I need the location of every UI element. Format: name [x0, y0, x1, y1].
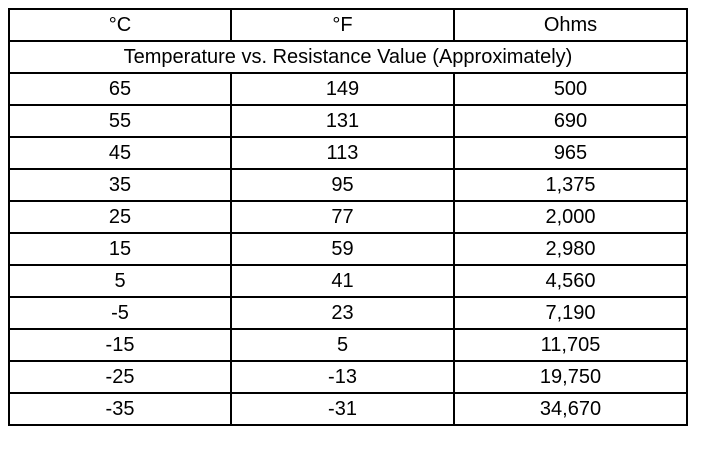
data-cell: 65 — [8, 72, 232, 106]
header-cell: Ohms — [453, 8, 688, 42]
data-cell: 1,375 — [453, 168, 688, 202]
data-cell: -15 — [8, 328, 232, 362]
data-cell: 7,190 — [453, 296, 688, 330]
data-row: 5 41 4,560 — [8, 264, 688, 298]
data-cell: 2,980 — [453, 232, 688, 266]
data-cell: 23 — [230, 296, 455, 330]
data-cell: 45 — [8, 136, 232, 170]
data-row: 65 149 500 — [8, 72, 688, 106]
data-row: 25 77 2,000 — [8, 200, 688, 234]
data-cell: 55 — [8, 104, 232, 138]
data-cell: -25 — [8, 360, 232, 394]
data-cell: 34,670 — [453, 392, 688, 426]
data-cell: 15 — [8, 232, 232, 266]
data-row: -35 -31 34,670 — [8, 392, 688, 426]
data-cell: 35 — [8, 168, 232, 202]
data-cell: 2,000 — [453, 200, 688, 234]
data-cell: 131 — [230, 104, 455, 138]
data-cell: 77 — [230, 200, 455, 234]
data-cell: -35 — [8, 392, 232, 426]
data-cell: 500 — [453, 72, 688, 106]
resistance-table: °C °F Ohms Temperature vs. Resistance Va… — [8, 8, 688, 426]
data-row: 45 113 965 — [8, 136, 688, 170]
data-cell: 965 — [453, 136, 688, 170]
data-cell: -31 — [230, 392, 455, 426]
data-cell: 19,750 — [453, 360, 688, 394]
header-cell: °C — [8, 8, 232, 42]
data-cell: -13 — [230, 360, 455, 394]
data-cell: 41 — [230, 264, 455, 298]
data-cell: 59 — [230, 232, 455, 266]
data-cell: 690 — [453, 104, 688, 138]
caption-row: Temperature vs. Resistance Value (Approx… — [8, 40, 688, 74]
data-cell: 5 — [230, 328, 455, 362]
data-cell: 25 — [8, 200, 232, 234]
data-row: 35 95 1,375 — [8, 168, 688, 202]
data-cell: 149 — [230, 72, 455, 106]
data-cell: -5 — [8, 296, 232, 330]
header-cell: °F — [230, 8, 455, 42]
header-row: °C °F Ohms — [8, 8, 688, 42]
data-row: -5 23 7,190 — [8, 296, 688, 330]
data-cell: 11,705 — [453, 328, 688, 362]
data-row: 15 59 2,980 — [8, 232, 688, 266]
caption-cell: Temperature vs. Resistance Value (Approx… — [8, 40, 688, 74]
data-cell: 113 — [230, 136, 455, 170]
data-cell: 95 — [230, 168, 455, 202]
data-row: -25 -13 19,750 — [8, 360, 688, 394]
data-row: -15 5 11,705 — [8, 328, 688, 362]
data-cell: 4,560 — [453, 264, 688, 298]
data-row: 55 131 690 — [8, 104, 688, 138]
data-cell: 5 — [8, 264, 232, 298]
table-body: °C °F Ohms Temperature vs. Resistance Va… — [8, 8, 688, 426]
